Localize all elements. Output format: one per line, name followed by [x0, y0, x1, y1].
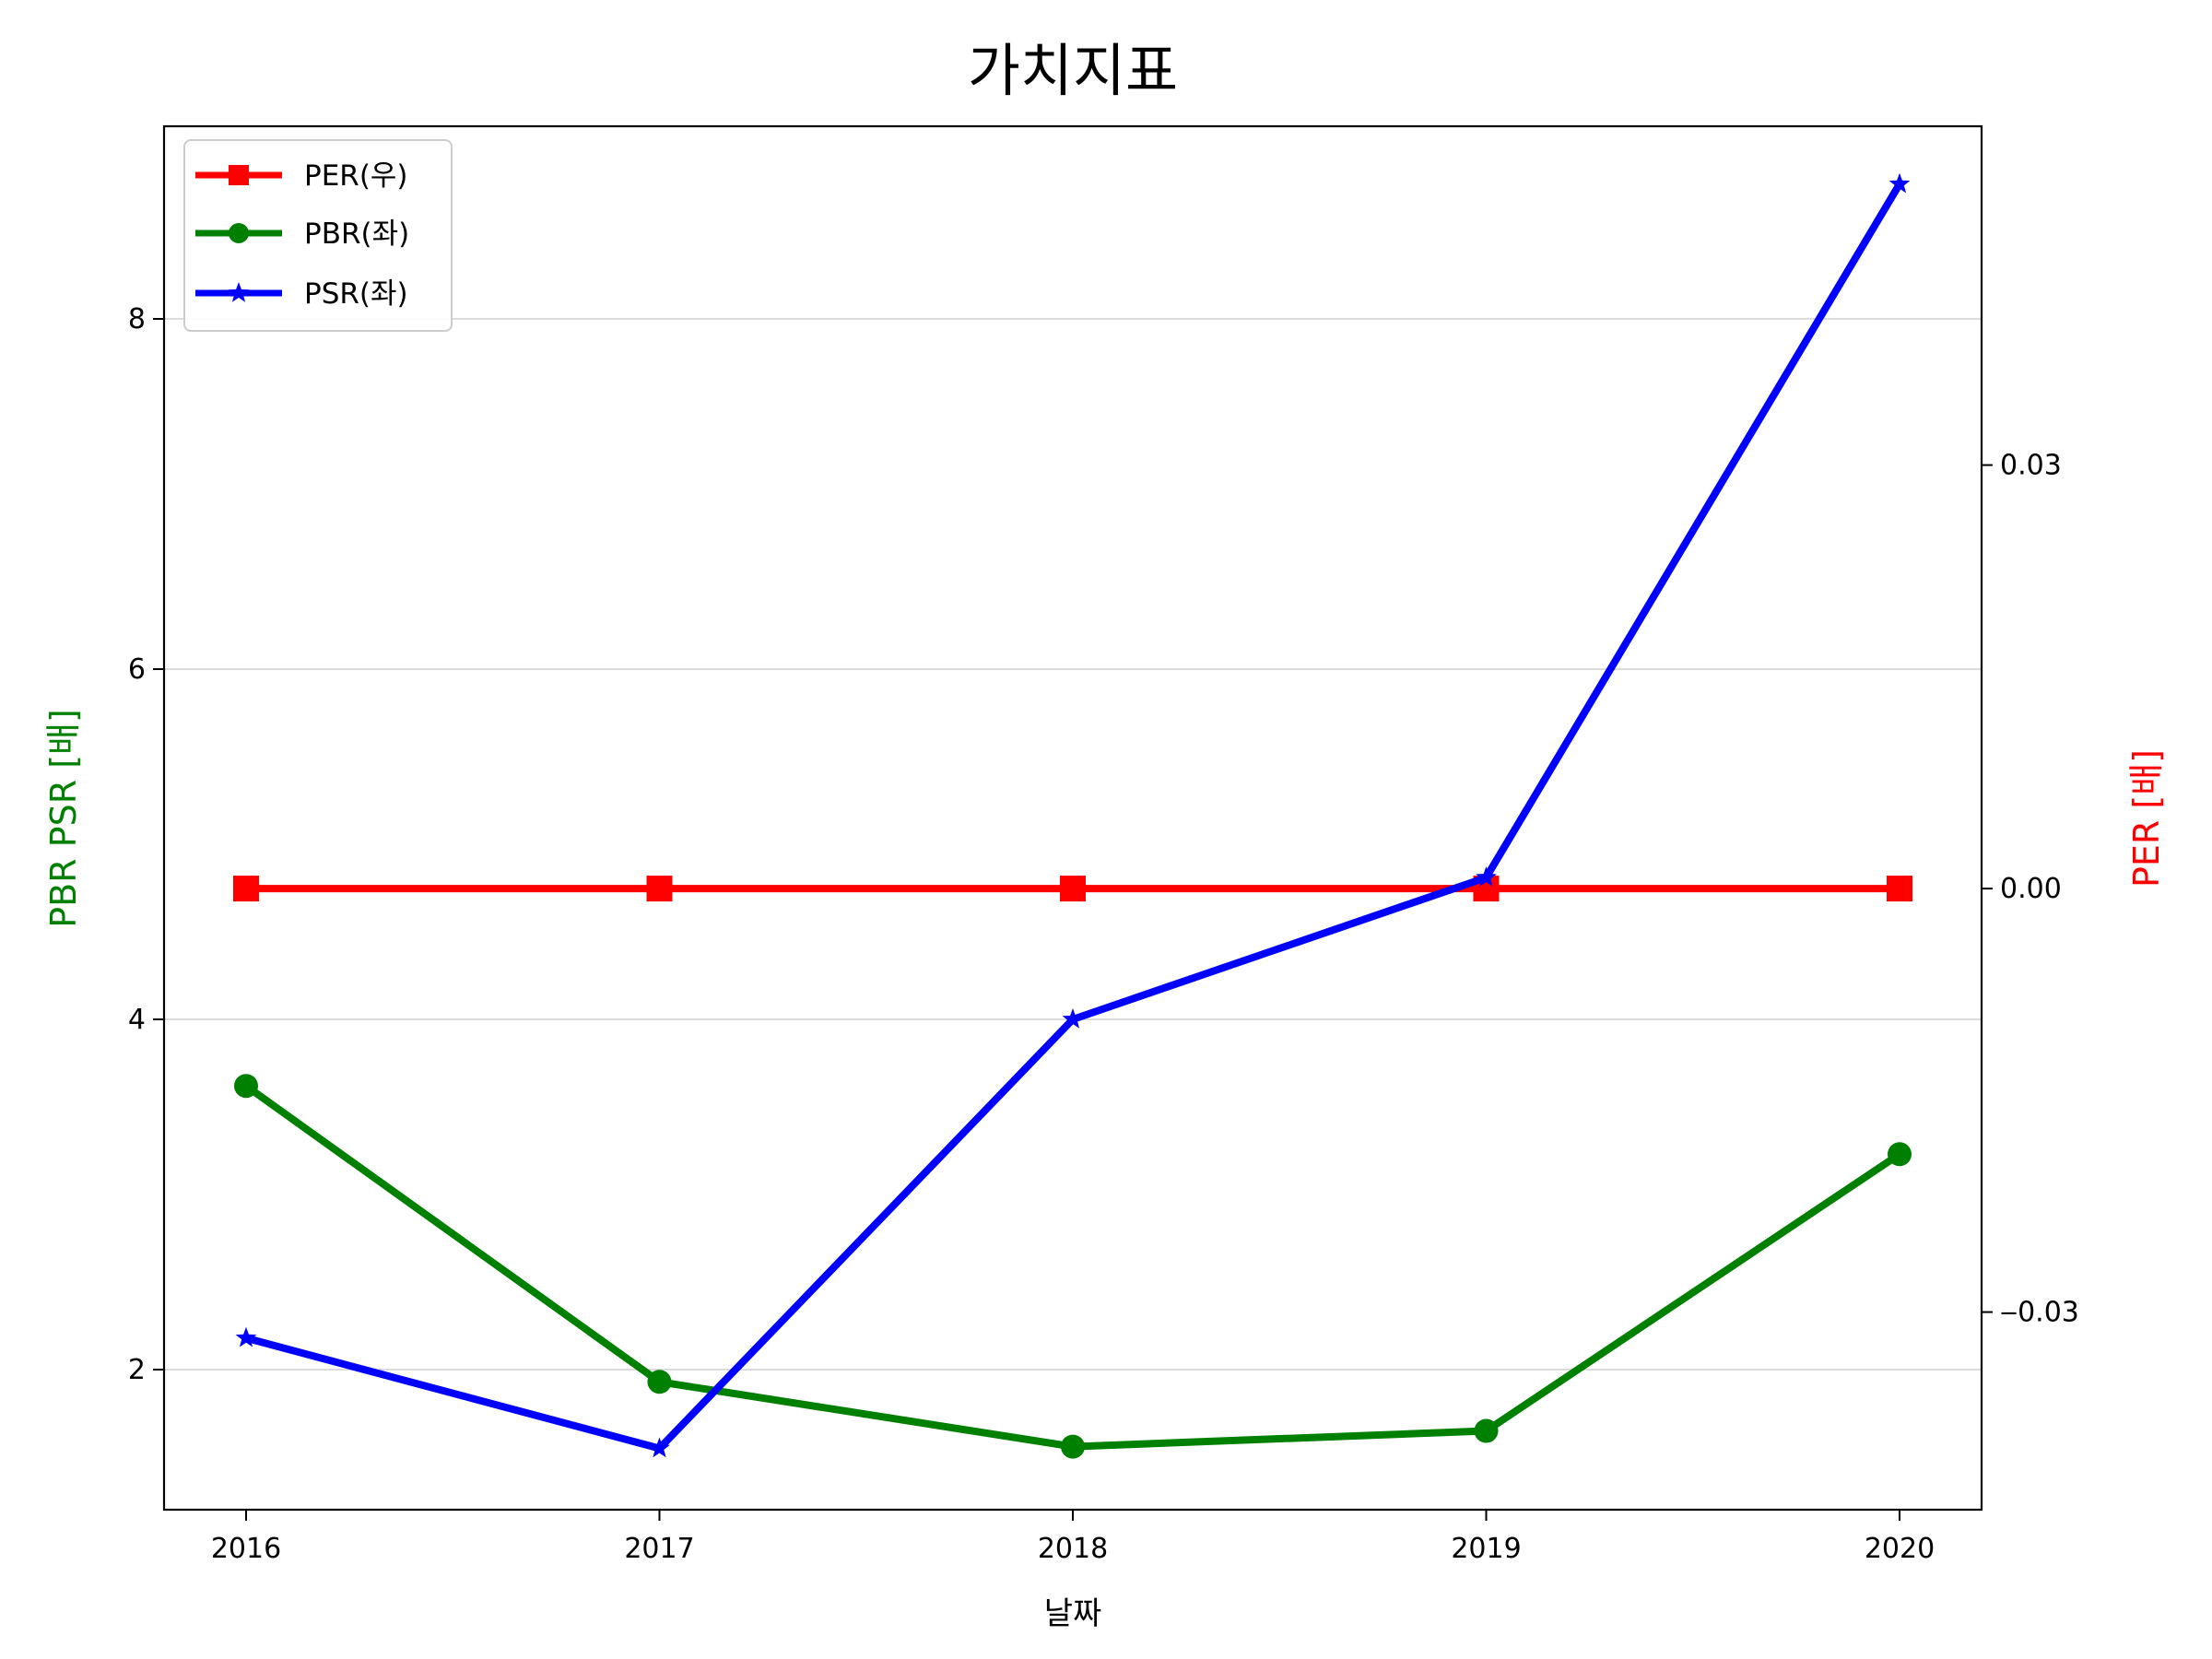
- data-point: [1476, 866, 1497, 887]
- axes: 2 4 6 8 ‒0.03 0.00 0.03 2016 2017 2018 2019 2020: [128, 303, 2079, 1565]
- data-point: [233, 876, 259, 902]
- y-left-tick-label: 8: [128, 303, 146, 335]
- data-point: [647, 1370, 672, 1394]
- data-point: [1888, 172, 1911, 194]
- series-layer: [233, 172, 1912, 1459]
- data-point: [1887, 876, 1912, 902]
- x-tick-label: 2017: [624, 1533, 694, 1565]
- legend-marker-psr: [228, 282, 250, 302]
- series-2: [235, 172, 1911, 1458]
- x-axis-label: 날짜: [1044, 1595, 1102, 1632]
- legend-label-psr: PSR(좌): [304, 277, 408, 311]
- y-axis-right-label: PER [배]: [2126, 749, 2167, 888]
- y-left-tick-label: 4: [128, 1004, 146, 1036]
- x-tick-label: 2020: [1865, 1533, 1935, 1565]
- data-point: [234, 1074, 258, 1099]
- legend-marker-per: [229, 165, 249, 185]
- x-tick-label: 2018: [1038, 1533, 1108, 1565]
- y-right-tick-label: 0.03: [2000, 450, 2062, 482]
- legend: PER(우) PBR(좌) PSR(좌): [183, 139, 453, 332]
- data-point: [1474, 1418, 1499, 1443]
- data-point: [1061, 1434, 1085, 1459]
- legend-item-per: PER(우): [195, 159, 408, 193]
- legend-item-psr: PSR(좌): [195, 277, 408, 311]
- legend-label-per: PER(우): [304, 159, 408, 193]
- data-point: [235, 1326, 257, 1347]
- chart-title: 가치지표: [968, 37, 1178, 104]
- y-left-tick-label: 6: [128, 653, 146, 686]
- data-point: [649, 1437, 670, 1458]
- legend-marker-pbr: [229, 223, 249, 243]
- series-1: [234, 1074, 1912, 1459]
- legend-box: [183, 139, 453, 332]
- x-tick-label: 2019: [1451, 1533, 1521, 1565]
- x-tick-label: 2016: [211, 1533, 281, 1565]
- data-point: [1888, 1142, 1912, 1167]
- data-point: [1062, 1008, 1084, 1029]
- y-axis-left-label: PBR PSR [배]: [43, 709, 84, 928]
- data-point: [646, 876, 673, 902]
- series-0: [233, 876, 1912, 902]
- y-right-tick-label: ‒0.03: [2000, 1297, 2079, 1329]
- y-right-tick-label: 0.00: [2000, 873, 2062, 905]
- legend-item-pbr: PBR(좌): [195, 218, 409, 251]
- legend-label-pbr: PBR(좌): [304, 218, 409, 251]
- y-left-tick-label: 2: [128, 1354, 146, 1386]
- data-point: [1060, 876, 1086, 902]
